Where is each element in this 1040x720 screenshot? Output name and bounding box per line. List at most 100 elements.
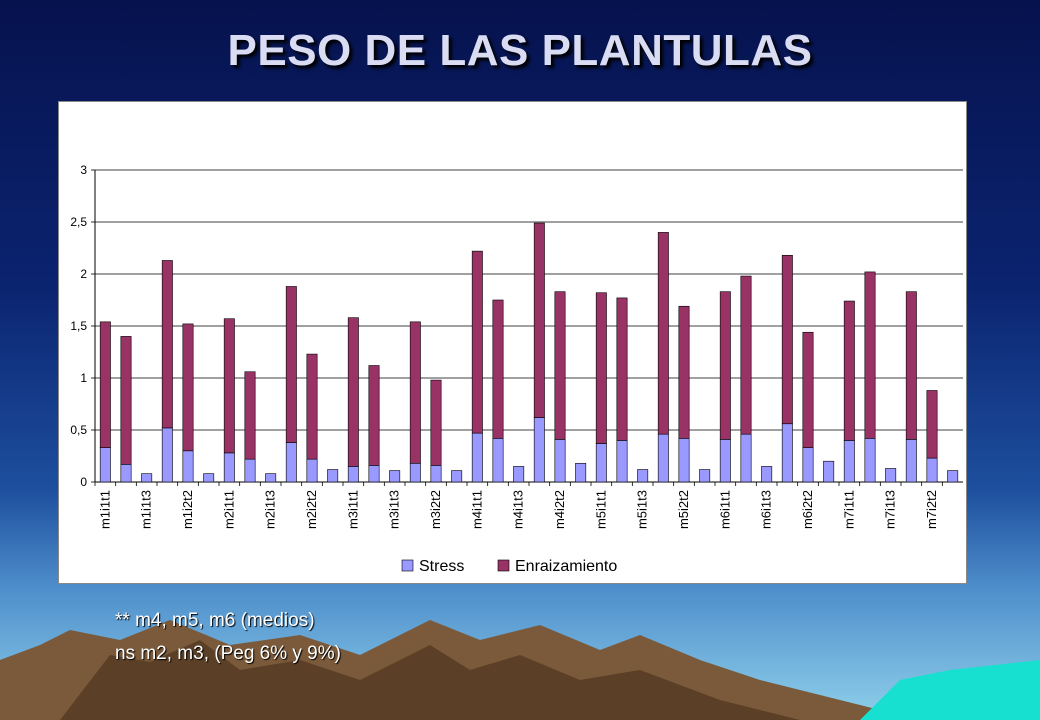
x-tick-label: m4i2t2: [552, 490, 567, 529]
bar-enraizamiento: [802, 331, 814, 448]
bar-stress: [285, 442, 297, 483]
bar-stress: [595, 443, 607, 483]
bar-stress: [885, 468, 897, 483]
bar-stress: [843, 440, 855, 483]
bar-enraizamiento: [843, 300, 855, 441]
bar-enraizamiento: [678, 305, 690, 439]
bar-enraizamiento: [120, 336, 132, 465]
y-tick-label: 3: [80, 163, 87, 177]
bar-enraizamiento: [409, 321, 421, 464]
bar-stress: [616, 440, 628, 483]
x-tick-label: m1i2t2: [180, 490, 195, 529]
legend-label-stress: Stress: [419, 558, 464, 575]
bar-stress: [99, 447, 111, 483]
x-tick-label: m5i1t3: [635, 490, 650, 529]
bar-stress: [203, 473, 215, 483]
x-tick-label: m1i1t3: [139, 490, 154, 529]
x-tick-label: m4i1t3: [511, 490, 526, 529]
x-tick-label: m6i1t3: [759, 490, 774, 529]
bar-enraizamiento: [368, 365, 380, 466]
y-tick-label: 2: [80, 267, 87, 281]
bar-stress: [719, 439, 731, 483]
bar-stress: [637, 469, 649, 483]
bar-enraizamiento: [492, 299, 504, 439]
x-tick-label: m6i2t2: [800, 490, 815, 529]
note-media: ** m4, m5, m6 (medios): [115, 610, 315, 631]
bar-enraizamiento: [657, 232, 669, 435]
y-tick-label: 0: [80, 475, 87, 489]
bar-stress: [554, 439, 566, 483]
slide-title: PESO DE LAS PLANTULAS: [227, 26, 813, 75]
x-tick-label: m2i1t3: [263, 490, 278, 529]
x-tick-label: m1i1t1: [97, 490, 112, 529]
bar-stress: [781, 423, 793, 483]
bar-stress: [182, 450, 194, 483]
x-tick-label: m6i1t1: [717, 490, 732, 529]
x-tick-label: m7i2t2: [924, 490, 939, 529]
bar-stress: [471, 432, 483, 483]
bar-stress: [368, 465, 380, 483]
stacked-bar-chart: 0 0,5 1 1,5 2 2,5 3 m1i1t1 m1i1t3 m1i2t2 m2i1t1 m2i…: [70, 163, 963, 575]
bar-enraizamiento: [182, 323, 194, 452]
bar-enraizamiento: [285, 286, 297, 443]
bar-stress: [141, 473, 153, 483]
bar-enraizamiento: [905, 291, 917, 440]
legend-label-enraizamiento: Enraizamiento: [515, 558, 617, 575]
bar-stress: [161, 427, 173, 483]
bar-enraizamiento: [554, 291, 566, 440]
x-tick-label: m7i1t3: [883, 490, 898, 529]
bar-enraizamiento: [161, 260, 173, 429]
bar-enraizamiento: [99, 321, 111, 448]
y-tick-label: 1,5: [70, 319, 87, 333]
bar-stress: [657, 433, 669, 483]
bar-enraizamiento: [719, 291, 731, 440]
legend-swatch-enraizamiento: [497, 559, 510, 572]
y-tick-label: 1: [80, 371, 87, 385]
bar-stress: [575, 462, 587, 483]
x-tick-label: m3i2t2: [428, 490, 443, 529]
bar-stress: [926, 457, 938, 483]
bar-stress: [244, 458, 256, 483]
bar-enraizamiento: [926, 390, 938, 459]
bar-stress: [864, 438, 876, 483]
bar-enraizamiento: [533, 222, 545, 418]
bar-enraizamiento: [244, 371, 256, 460]
x-tick-label: m2i2t2: [304, 490, 319, 529]
x-tick-label: m5i1t1: [593, 490, 608, 529]
x-tick-label: m2i1t1: [221, 490, 236, 529]
bar-stress: [823, 460, 835, 483]
bar-enraizamiento: [616, 297, 628, 441]
bar-stress: [306, 458, 318, 483]
y-tick-label: 0,5: [70, 423, 87, 437]
bar-stress: [223, 452, 235, 483]
bar-enraizamiento: [223, 318, 235, 454]
y-tick-label: 2,5: [70, 215, 87, 229]
bar-stress: [761, 466, 773, 483]
bar-stress: [451, 470, 463, 483]
bar-stress: [120, 464, 132, 483]
bar-enraizamiento: [595, 292, 607, 444]
bar-stress: [409, 462, 421, 483]
bar-enraizamiento: [430, 379, 442, 466]
bar-stress: [905, 439, 917, 483]
bar-enraizamiento: [864, 271, 876, 439]
bar-stress: [430, 465, 442, 483]
bar-enraizamiento: [471, 250, 483, 434]
bar-stress: [347, 466, 359, 483]
bar-stress: [678, 438, 690, 483]
x-tick-label: m4i1t1: [469, 490, 484, 529]
mountain-landscape: [0, 620, 1040, 720]
legend-swatch-stress: [401, 559, 414, 572]
bar-stress: [533, 417, 545, 483]
x-tick-label: m3i1t3: [387, 490, 402, 529]
note-peg: ns m2, m3, (Peg 6% y 9%): [115, 643, 341, 664]
bar-stress: [492, 438, 504, 483]
bar-enraizamiento: [781, 254, 793, 425]
bar-stress: [740, 433, 752, 483]
bar-enraizamiento: [347, 317, 359, 467]
x-tick-label: m5i2t2: [676, 490, 691, 529]
chart-panel: 0 0,5 1 1,5 2 2,5 3 m1i1t1 m1i1t3 m1i2t2 m2i1t1 m2i…: [58, 101, 967, 584]
bar-stress: [699, 469, 711, 483]
x-tick-label: m7i1t1: [841, 490, 856, 529]
bar-enraizamiento: [740, 275, 752, 435]
